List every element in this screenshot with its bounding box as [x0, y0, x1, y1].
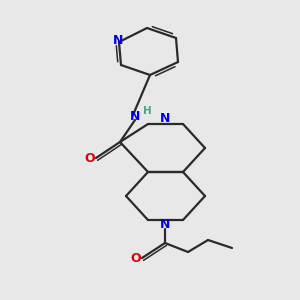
Text: N: N [130, 110, 140, 122]
Text: O: O [85, 152, 95, 166]
Text: N: N [160, 218, 170, 232]
Text: H: H [143, 106, 152, 116]
Text: N: N [113, 34, 123, 47]
Text: O: O [131, 253, 141, 266]
Text: N: N [160, 112, 170, 125]
